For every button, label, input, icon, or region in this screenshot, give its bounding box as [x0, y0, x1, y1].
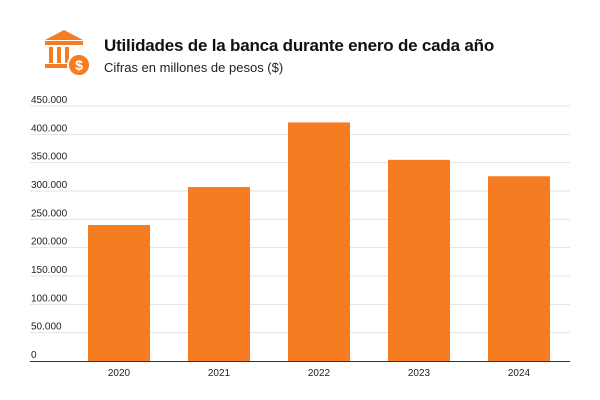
x-tick-label: 2022: [308, 368, 331, 379]
bar-2023: [388, 159, 450, 361]
bar-2024: [488, 176, 550, 361]
y-tick-label: 100.000: [31, 293, 68, 304]
y-tick-label: 0: [31, 350, 37, 361]
bar-2022: [288, 122, 350, 361]
y-tick-label: 450.000: [31, 95, 68, 106]
bank-dollar-icon: $: [45, 30, 91, 77]
x-axis-ticks: 2020 2021 2022 2023 2024: [108, 368, 531, 379]
bar-2021: [188, 187, 250, 361]
x-tick-label: 2020: [108, 368, 131, 379]
bar-2020: [88, 225, 150, 361]
chart-title: Utilidades de la banca durante enero de …: [104, 36, 495, 55]
chart-subtitle: Cifras en millones de pesos ($): [104, 60, 284, 75]
x-tick-label: 2021: [208, 368, 231, 379]
y-tick-label: 350.000: [31, 152, 68, 163]
y-tick-label: 300.000: [31, 180, 68, 191]
y-tick-label: 50.000: [31, 322, 62, 333]
x-tick-label: 2023: [408, 368, 431, 379]
y-tick-label: 150.000: [31, 265, 68, 276]
y-axis-ticks: 0 50.000 100.000 150.000 200.000 250.000 300.0…: [31, 95, 68, 361]
x-tick-label: 2024: [508, 368, 531, 379]
bars: [88, 122, 550, 361]
y-tick-label: 400.000: [31, 123, 68, 134]
y-tick-label: 250.000: [31, 208, 68, 219]
y-tick-label: 200.000: [31, 237, 68, 248]
svg-text:$: $: [75, 57, 83, 73]
